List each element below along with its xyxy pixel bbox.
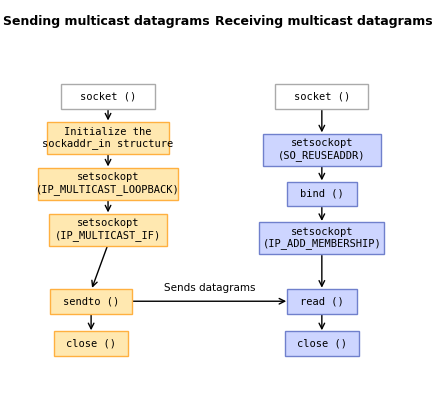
Text: setsockopt
(IP_ADD_MEMBERSHIP): setsockopt (IP_ADD_MEMBERSHIP) <box>263 227 381 249</box>
Text: close (): close () <box>66 339 116 349</box>
Text: Initialize the
sockaddr_in structure: Initialize the sockaddr_in structure <box>42 126 174 149</box>
Text: sendto (): sendto () <box>63 296 119 306</box>
Text: Receiving multicast datagrams: Receiving multicast datagrams <box>215 15 432 28</box>
Text: setsockopt
(SO_REUSEADDR): setsockopt (SO_REUSEADDR) <box>278 139 365 161</box>
FancyBboxPatch shape <box>54 331 128 356</box>
FancyBboxPatch shape <box>47 122 169 154</box>
Text: Sends datagrams: Sends datagrams <box>164 283 255 293</box>
FancyBboxPatch shape <box>49 213 167 246</box>
Text: Sending multicast datagrams: Sending multicast datagrams <box>3 15 209 28</box>
Text: close (): close () <box>297 339 347 349</box>
FancyBboxPatch shape <box>263 133 381 166</box>
FancyBboxPatch shape <box>275 84 368 109</box>
Text: bind (): bind () <box>300 189 344 199</box>
Text: setsockopt
(IP_MULTICAST_LOOPBACK): setsockopt (IP_MULTICAST_LOOPBACK) <box>36 173 180 195</box>
FancyBboxPatch shape <box>38 168 178 200</box>
Text: setsockopt
(IP_MULTICAST_IF): setsockopt (IP_MULTICAST_IF) <box>55 219 161 241</box>
FancyBboxPatch shape <box>287 181 357 206</box>
FancyBboxPatch shape <box>285 331 359 356</box>
FancyBboxPatch shape <box>61 84 155 109</box>
FancyBboxPatch shape <box>50 289 132 314</box>
Text: read (): read () <box>300 296 344 306</box>
FancyBboxPatch shape <box>287 289 357 314</box>
FancyBboxPatch shape <box>259 222 384 254</box>
Text: socket (): socket () <box>80 92 136 102</box>
Text: socket (): socket () <box>294 92 350 102</box>
